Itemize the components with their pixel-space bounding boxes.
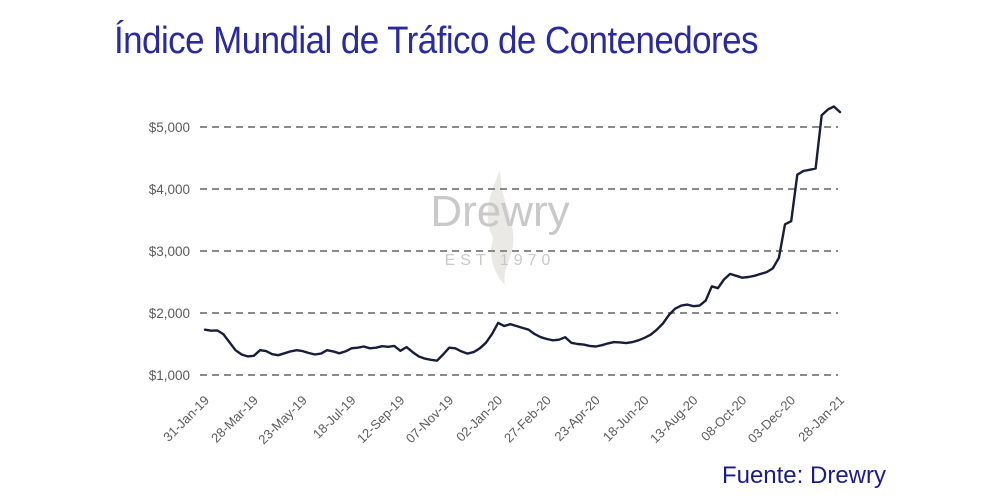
x-axis-label: 07-Nov-19 [403, 393, 457, 447]
y-axis-label: $1,000 [149, 368, 190, 383]
y-axis-label: $4,000 [149, 182, 190, 197]
watermark-est-text: EST 1970 [444, 252, 556, 269]
source-caption: Fuente: Drewry [0, 462, 886, 490]
x-axis-label: 18-Jun-20 [600, 393, 652, 445]
x-axis-label: 28-Mar-19 [208, 393, 261, 446]
x-axis-label: 03-Dec-20 [745, 393, 799, 447]
watermark-brand-text: Drewry [430, 187, 570, 236]
x-axis-label: 12-Sep-19 [354, 393, 408, 447]
x-axis-label: 31-Jan-19 [160, 393, 212, 445]
x-axis-label: 13-Aug-20 [647, 393, 701, 447]
x-axis-label: 08-Oct-20 [698, 393, 749, 444]
x-axis-label: 18-Jul-19 [310, 393, 359, 442]
x-axis-label: 02-Jan-20 [453, 393, 505, 445]
source-value: Drewry [810, 462, 886, 489]
x-axis-label: 23-May-19 [255, 393, 310, 448]
x-axis-label: 23-Apr-20 [551, 393, 602, 444]
drewry-flame-icon [487, 170, 514, 286]
page-title: Índice Mundial de Tráfico de Contenedore… [114, 20, 759, 62]
x-axis-label: 27-Feb-20 [501, 393, 554, 446]
drewry-watermark: Drewry EST 1970 [388, 168, 612, 286]
wci-line-chart: $1,000$2,000$3,000$4,000$5,00031-Jan-192… [149, 105, 847, 448]
x-axis-label: 28-Jan-21 [795, 393, 847, 445]
y-axis-label: $3,000 [149, 244, 190, 259]
source-label: Fuente: [721, 462, 804, 489]
y-axis-label: $2,000 [149, 306, 190, 321]
y-axis-label: $5,000 [149, 120, 190, 135]
wci-series-line [203, 105, 842, 362]
